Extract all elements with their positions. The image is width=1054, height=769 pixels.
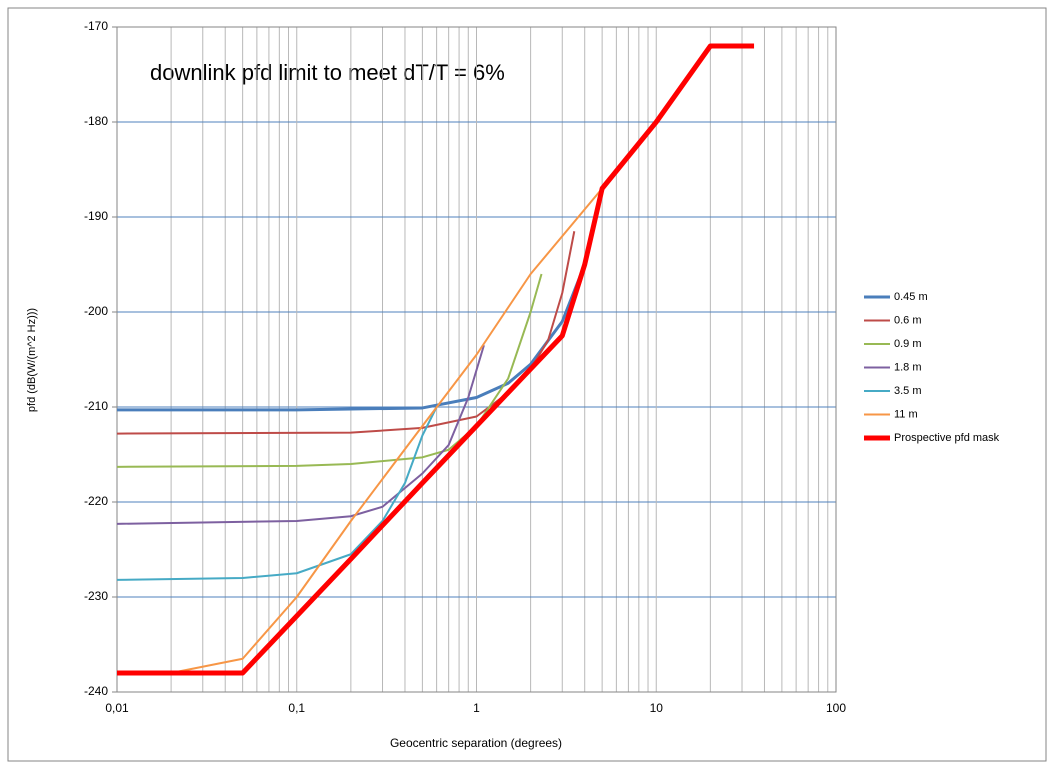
x-axis-label: Geocentric separation (degrees) — [390, 736, 562, 750]
series-line — [116, 344, 485, 525]
chart-title: downlink pfd limit to meet dT/T = 6% — [150, 60, 505, 85]
series-line — [117, 187, 603, 674]
x-tick-label: 0,01 — [105, 701, 129, 715]
legend-label: 0.45 m — [894, 291, 928, 303]
series-line — [117, 43, 755, 676]
x-tick-label: 10 — [650, 701, 664, 715]
y-tick-label: -220 — [84, 494, 108, 508]
legend-label: 3.5 m — [894, 385, 922, 397]
chart-frame — [7, 7, 1047, 762]
legend-label: 1.8 m — [894, 361, 922, 373]
series-line — [116, 406, 438, 581]
y-tick-label: -210 — [84, 399, 108, 413]
y-tick-label: -190 — [84, 209, 108, 223]
plot-area — [116, 26, 837, 693]
legend-label: Prospective pfd mask — [894, 432, 1000, 444]
legend-label: 0.9 m — [894, 338, 922, 350]
legend-label: 11 m — [894, 408, 918, 420]
legend-label: 0.6 m — [894, 314, 922, 326]
series-line — [116, 273, 543, 468]
y-tick-label: -170 — [84, 19, 108, 33]
y-tick-label: -230 — [84, 589, 108, 603]
x-tick-label: 100 — [826, 701, 846, 715]
y-tick-label: -240 — [84, 684, 108, 698]
x-tick-label: 1 — [473, 701, 480, 715]
x-tick-label: 0,1 — [288, 701, 305, 715]
y-axis-label: pfd (dB(W/(m^2 Hz))) — [26, 308, 38, 412]
y-tick-label: -180 — [84, 114, 108, 128]
y-tick-label: -200 — [84, 304, 108, 318]
